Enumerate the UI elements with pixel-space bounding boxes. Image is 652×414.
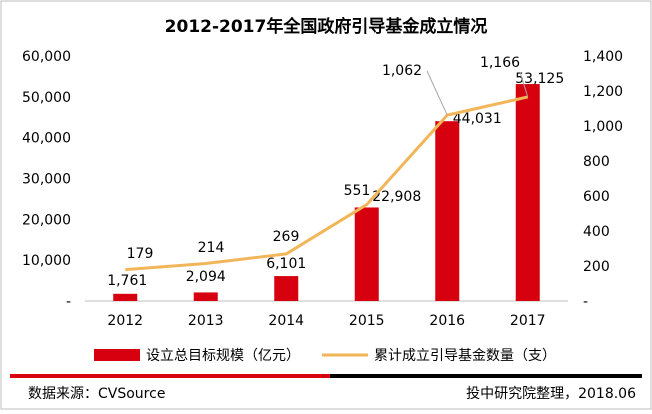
legend-bar-label: 设立总目标规模（亿元） [146, 348, 300, 364]
bar-data-label: 2,094 [186, 269, 226, 285]
bar-2017 [515, 84, 540, 302]
line-data-label: 179 [127, 246, 154, 262]
legend-line-label: 累计成立引导基金数量（支） [374, 347, 556, 364]
line-data-label: 551 [344, 183, 371, 199]
line-series [125, 95, 529, 272]
right-tick-label: 1,200 [583, 84, 623, 100]
bar-2016 [435, 121, 460, 301]
line-data-label: 214 [198, 240, 225, 256]
bar-series [113, 84, 540, 302]
line-data-labels: 179 214 269 551 1,062 1,166 [127, 55, 529, 262]
line-label-leader [426, 70, 448, 116]
right-tick-label: 800 [583, 154, 610, 170]
right-tick-label: 400 [583, 224, 610, 240]
left-tick-label: 30,000 [22, 172, 71, 188]
x-tick-label: 2017 [510, 313, 546, 329]
bar-data-labels: 1,761 2,094 6,101 22,908 44,031 53,125 [107, 71, 564, 289]
x-tick-label: 2015 [349, 313, 385, 329]
legend: 设立总目标规模（亿元） 累计成立引导基金数量（支） [94, 347, 556, 364]
right-axis: - 200 400 600 800 1,000 1,200 1,400 [583, 49, 623, 310]
bar-data-label: 22,908 [372, 189, 421, 205]
bar-data-label: 53,125 [515, 71, 564, 87]
right-tick-label: 600 [583, 189, 610, 205]
left-tick-label: 50,000 [22, 90, 71, 106]
legend-bar-swatch [94, 349, 140, 361]
right-tick-label: - [583, 294, 588, 310]
bar-data-label: 6,101 [266, 256, 306, 272]
right-tick-label: 1,000 [583, 119, 623, 135]
left-axis: - 10,000 20,000 30,000 40,000 50,000 60,000 [22, 49, 71, 310]
left-tick-label: 20,000 [22, 212, 71, 228]
x-tick-label: 2013 [188, 313, 224, 329]
x-tick-label: 2016 [429, 313, 465, 329]
right-tick-label: 1,400 [583, 49, 623, 65]
line-label-leader [519, 71, 529, 98]
left-tick-label: 40,000 [22, 131, 71, 147]
x-axis: 2012 2013 2014 2015 2016 2017 [85, 300, 568, 329]
right-tick-label: 200 [583, 259, 610, 275]
bar-2015 [354, 207, 379, 301]
left-tick-label: 10,000 [22, 253, 71, 269]
line-data-label: 1,166 [480, 55, 520, 71]
line-data-label: 1,062 [382, 63, 422, 79]
line-data-label: 269 [273, 229, 300, 245]
x-tick-label: 2014 [268, 313, 304, 329]
bar-data-label: 44,031 [453, 111, 502, 127]
bar-2012 [113, 293, 138, 301]
footer-black-rule [330, 374, 642, 378]
x-tick-label: 2012 [107, 313, 143, 329]
footer-red-rule [10, 374, 330, 378]
bar-2014 [274, 276, 299, 301]
left-tick-label: 60,000 [22, 49, 71, 65]
footer-credit: 投中研究院整理，2018.06 [466, 386, 636, 402]
left-tick-label: - [66, 294, 71, 310]
footer-source: 数据来源：CVSource [28, 386, 165, 402]
bar-2013 [193, 292, 218, 301]
bar-data-label: 1,761 [107, 273, 147, 289]
chart-title: 2012-2017年全国政府引导基金成立情况 [165, 16, 488, 37]
line-path [125, 95, 529, 272]
